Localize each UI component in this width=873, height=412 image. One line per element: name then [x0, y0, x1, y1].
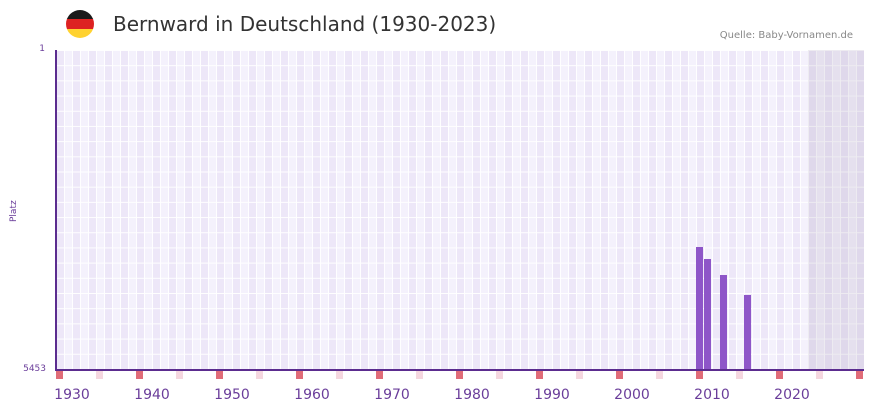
- year-marker: [296, 371, 303, 379]
- bar-2016[interactable]: [744, 295, 751, 370]
- x-tick-label: 1980: [452, 387, 492, 403]
- x-tick-label: 2010: [692, 387, 732, 403]
- year-marker: [656, 371, 663, 379]
- year-marker: [56, 371, 63, 379]
- x-tick-label: 1930: [52, 387, 92, 403]
- x-axis-line: [55, 369, 864, 371]
- year-marker: [456, 371, 463, 379]
- x-tick-label: 1970: [372, 387, 412, 403]
- bar-2010[interactable]: [696, 247, 703, 370]
- year-marker: [96, 371, 103, 379]
- year-marker: [816, 371, 823, 379]
- germany-flag-icon: [66, 10, 94, 38]
- bar-2013[interactable]: [720, 275, 727, 370]
- year-marker: [176, 371, 183, 379]
- year-marker: [776, 371, 783, 379]
- y-tick-top: 1: [5, 44, 45, 54]
- year-marker: [536, 371, 543, 379]
- year-marker: [496, 371, 503, 379]
- x-tick-label: 1950: [212, 387, 252, 403]
- x-tick-label: 2020: [772, 387, 812, 403]
- year-marker: [736, 371, 743, 379]
- bar-2011[interactable]: [704, 259, 711, 370]
- y-tick-bottom: 5453: [6, 364, 46, 374]
- year-marker: [696, 371, 703, 379]
- year-marker: [576, 371, 583, 379]
- year-marker: [856, 371, 863, 379]
- plot-area: [56, 50, 864, 370]
- year-marker: [256, 371, 263, 379]
- source-label: Quelle: Baby-Vornamen.de: [720, 30, 853, 41]
- year-marker: [336, 371, 343, 379]
- x-tick-label: 1960: [292, 387, 332, 403]
- year-marker: [136, 371, 143, 379]
- year-marker: [416, 371, 423, 379]
- year-marker: [376, 371, 383, 379]
- x-tick-label: 1940: [132, 387, 172, 403]
- x-tick-label: 1990: [532, 387, 572, 403]
- y-axis-line: [55, 50, 57, 371]
- year-marker: [216, 371, 223, 379]
- future-shaded-region: [808, 50, 864, 370]
- chart-title: Bernward in Deutschland (1930-2023): [113, 12, 496, 36]
- year-marker: [616, 371, 623, 379]
- x-tick-label: 2000: [612, 387, 652, 403]
- y-axis-label: Platz: [9, 200, 19, 222]
